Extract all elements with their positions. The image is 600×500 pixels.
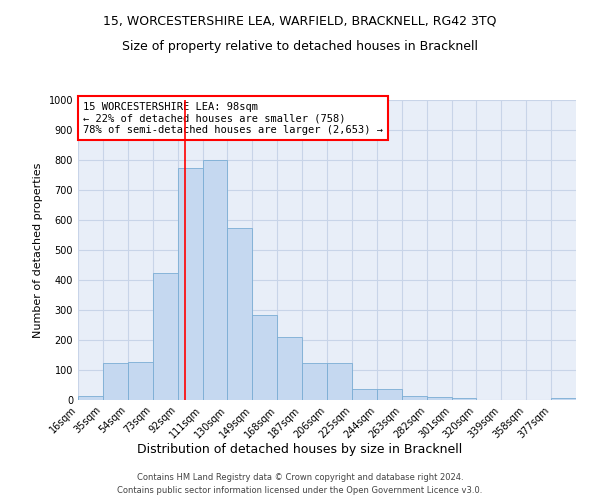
Bar <box>452 398 476 400</box>
Text: Contains HM Land Registry data © Crown copyright and database right 2024.: Contains HM Land Registry data © Crown c… <box>137 472 463 482</box>
Text: Contains public sector information licensed under the Open Government Licence v3: Contains public sector information licen… <box>118 486 482 495</box>
Bar <box>327 362 352 400</box>
Bar <box>377 388 402 400</box>
Y-axis label: Number of detached properties: Number of detached properties <box>33 162 43 338</box>
Bar <box>427 398 452 400</box>
Bar <box>227 228 253 400</box>
Text: Distribution of detached houses by size in Bracknell: Distribution of detached houses by size … <box>137 442 463 456</box>
Bar <box>178 168 203 400</box>
Bar <box>402 396 427 400</box>
Text: 15, WORCESTERSHIRE LEA, WARFIELD, BRACKNELL, RG42 3TQ: 15, WORCESTERSHIRE LEA, WARFIELD, BRACKN… <box>103 15 497 28</box>
Bar <box>253 314 277 400</box>
Bar <box>128 362 152 400</box>
Text: 15 WORCESTERSHIRE LEA: 98sqm
← 22% of detached houses are smaller (758)
78% of s: 15 WORCESTERSHIRE LEA: 98sqm ← 22% of de… <box>83 102 383 134</box>
Bar <box>203 160 227 400</box>
Bar <box>78 396 103 400</box>
Text: Size of property relative to detached houses in Bracknell: Size of property relative to detached ho… <box>122 40 478 53</box>
Bar <box>152 272 178 400</box>
Bar <box>277 337 302 400</box>
Bar <box>352 388 377 400</box>
Bar <box>302 362 327 400</box>
Bar <box>551 398 576 400</box>
Bar <box>103 362 128 400</box>
